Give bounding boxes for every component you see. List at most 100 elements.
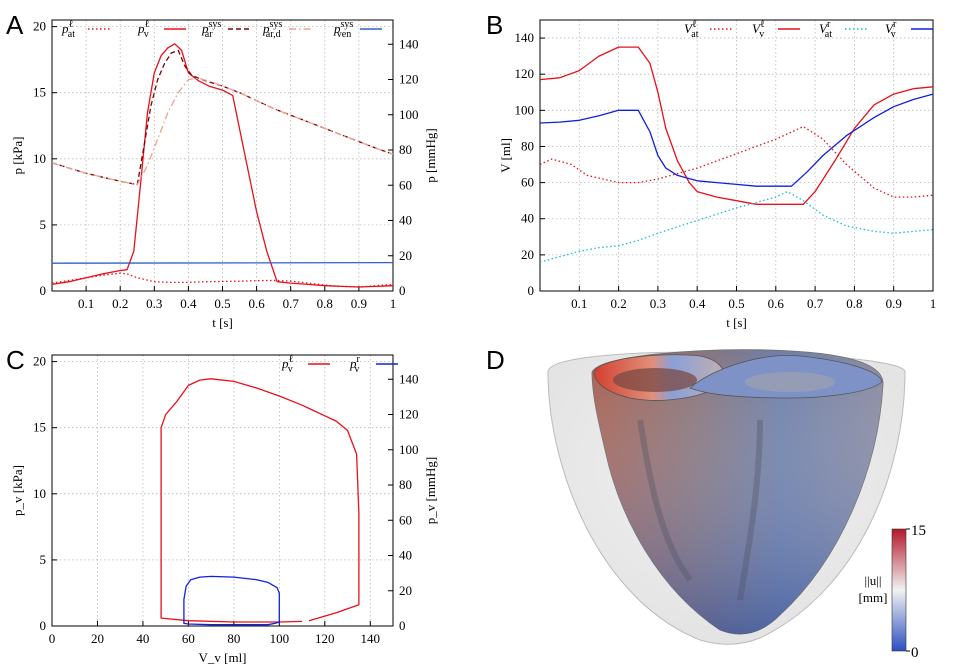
legend-label-b-2: Vr at: [819, 19, 832, 40]
x-axis-label-c: V_v [ml]: [198, 650, 246, 665]
x-tick-label-a-5: 0.6: [248, 296, 265, 311]
y-tick-label-c-2: 10: [33, 486, 46, 501]
y2-axis-label-c: p_v [mmHg]: [423, 457, 438, 525]
x-tick-label-c-0: 0: [49, 631, 56, 646]
x-tick-label-a-7: 0.8: [317, 296, 333, 311]
y-tick-label-c-3: 15: [33, 420, 46, 435]
y-tick-label-a-1: 5: [40, 217, 47, 232]
x-tick-label-c-2: 40: [136, 631, 149, 646]
colorbar-label-line1: ||u||: [865, 573, 882, 588]
x-tick-label-b-9: 1: [930, 296, 937, 311]
y-tick-label-b-0: 0: [528, 283, 535, 298]
x-tick-label-c-1: 20: [91, 631, 104, 646]
y-tick-label-c-1: 5: [40, 552, 47, 567]
y2-axis-label-a: p [mmHg]: [423, 128, 438, 183]
x-tick-label-c-5: 100: [270, 631, 290, 646]
colorbar-label-line2: [mm]: [859, 590, 888, 605]
y-axis-label-b: V [ml]: [498, 138, 513, 173]
y2-tick-label-a-4: 80: [399, 142, 412, 157]
legend-label-a-3: psys ar,d: [262, 19, 282, 40]
series-line-b-3: [539, 93, 934, 187]
legend-label-b-3: Vr v: [885, 19, 897, 40]
legend-label-b-1: Vℓ v: [752, 19, 765, 40]
y2-tick-label-c-3: 60: [399, 512, 412, 527]
y-tick-label-b-1: 20: [521, 247, 534, 262]
x-tick-label-a-6: 0.7: [283, 296, 300, 311]
x-tick-label-c-4: 80: [227, 631, 240, 646]
x-tick-label-a-8: 0.9: [351, 296, 367, 311]
legend-label-b-0: Vℓ at: [684, 19, 699, 40]
left-ventricle-cavity: [613, 368, 697, 392]
y-tick-label-a-0: 0: [40, 283, 47, 298]
panel-letter-a: A: [6, 10, 24, 40]
y2-tick-label-a-3: 60: [399, 177, 412, 192]
y2-tick-label-c-5: 100: [399, 442, 419, 457]
series-line-b-1: [539, 46, 934, 205]
x-tick-label-b-5: 0.6: [768, 296, 785, 311]
panel-letter-d: D: [486, 345, 505, 375]
inner-septum-shadow: [637, 419, 763, 601]
x-tick-label-a-2: 0.3: [146, 296, 162, 311]
y2-tick-label-a-6: 120: [399, 72, 419, 87]
colorbar-min-label: 0: [911, 645, 919, 661]
series-line-b-0: [539, 125, 934, 198]
y2-tick-label-a-5: 100: [399, 107, 419, 122]
legend-label-a-0: pℓ at: [61, 19, 75, 40]
right-ventricle-cavity: [745, 372, 835, 392]
legend-label-a-1: pℓ v: [137, 19, 149, 40]
x-tick-label-b-6: 0.7: [807, 296, 824, 311]
x-axis-label-b: t [s]: [726, 315, 747, 330]
legend-label-a-2: psys ar: [201, 19, 221, 40]
panel-letter-b: B: [486, 10, 504, 40]
x-tick-label-a-0: 0.1: [78, 296, 94, 311]
series-line-a-4: [51, 261, 394, 264]
y-tick-label-b-4: 80: [521, 138, 534, 153]
y-tick-label-a-4: 20: [33, 19, 46, 34]
x-tick-label-b-3: 0.4: [689, 296, 706, 311]
x-tick-label-b-8: 0.9: [886, 296, 902, 311]
x-tick-label-a-4: 0.5: [214, 296, 230, 311]
x-tick-label-c-3: 60: [182, 631, 195, 646]
x-tick-label-c-6: 120: [315, 631, 335, 646]
y-tick-label-c-4: 20: [33, 354, 46, 369]
y2-tick-label-c-6: 120: [399, 407, 419, 422]
y-tick-label-a-2: 10: [33, 151, 46, 166]
x-tick-label-c-7: 140: [361, 631, 381, 646]
x-tick-label-a-1: 0.2: [112, 296, 128, 311]
y-tick-label-b-5: 100: [515, 102, 535, 117]
y-tick-label-b-2: 40: [521, 211, 534, 226]
x-axis-label-a: t [s]: [212, 315, 233, 330]
colorbar-max-label: 15: [911, 523, 926, 539]
y2-tick-label-c-2: 40: [399, 548, 412, 563]
x-tick-label-b-1: 0.2: [610, 296, 626, 311]
y2-tick-label-a-2: 40: [399, 213, 412, 228]
ventricle-shade: [592, 349, 884, 635]
y-tick-label-b-7: 140: [515, 30, 535, 45]
x-tick-label-b-7: 0.8: [846, 296, 862, 311]
y-tick-label-c-0: 0: [40, 618, 47, 633]
y-tick-label-b-6: 120: [515, 66, 535, 81]
y2-tick-label-c-1: 20: [399, 583, 412, 598]
y-tick-label-a-3: 15: [33, 85, 46, 100]
colorbar: 15 0 ||u|| [mm]: [859, 523, 926, 661]
x-tick-label-a-9: 1: [390, 296, 397, 311]
x-tick-label-a-3: 0.4: [180, 296, 197, 311]
series-line-c-0: [160, 378, 360, 623]
legend-label-a-4: psys ven: [333, 19, 353, 40]
x-tick-label-b-2: 0.3: [650, 296, 666, 311]
y2-tick-label-a-1: 20: [399, 248, 412, 263]
legend-label-c-1: pr v: [349, 354, 361, 375]
series-line-a-0: [51, 272, 394, 288]
y2-tick-label-a-7: 140: [399, 36, 419, 51]
y2-tick-label-c-7: 140: [399, 371, 419, 386]
y2-tick-label-a-0: 0: [399, 283, 406, 298]
y-axis-label-a: p [kPa]: [10, 137, 25, 175]
series-line-c-1: [183, 575, 280, 626]
colorbar-gradient: [891, 528, 907, 652]
y2-tick-label-c-0: 0: [399, 618, 406, 633]
series-line-b-2: [539, 190, 934, 263]
x-tick-label-b-4: 0.5: [728, 296, 744, 311]
plot-frame-c: [51, 354, 394, 627]
y2-tick-label-c-4: 80: [399, 477, 412, 492]
